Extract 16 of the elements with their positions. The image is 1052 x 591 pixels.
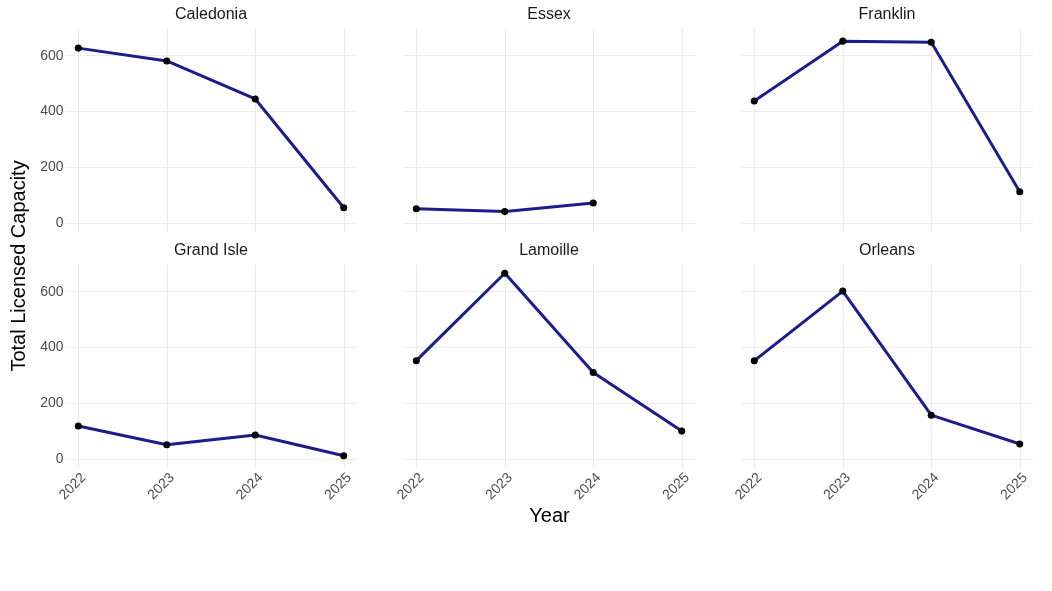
x-axis-title: Year xyxy=(529,504,571,527)
y-tick-label: 0 xyxy=(55,214,64,231)
y-tick-label: 600 xyxy=(40,282,64,299)
chart-title: Franklin xyxy=(858,5,916,22)
y-tick-label: 200 xyxy=(40,158,64,175)
y-tick-label: 400 xyxy=(40,338,64,355)
chart-title: Orleans xyxy=(858,241,916,258)
y-tick-label: 200 xyxy=(40,394,64,411)
chart-title: Grand Isle xyxy=(174,241,249,258)
y-axis-title: Total Licensed Capacity xyxy=(7,160,29,372)
chart-title: Lamoille xyxy=(519,241,579,258)
chart-title: Caledonia xyxy=(174,5,248,22)
y-tick-label: 0 xyxy=(55,450,64,467)
y-tick-label: 600 xyxy=(40,46,64,63)
chart-title: Essex xyxy=(527,5,571,22)
y-tick-label: 400 xyxy=(40,102,64,119)
